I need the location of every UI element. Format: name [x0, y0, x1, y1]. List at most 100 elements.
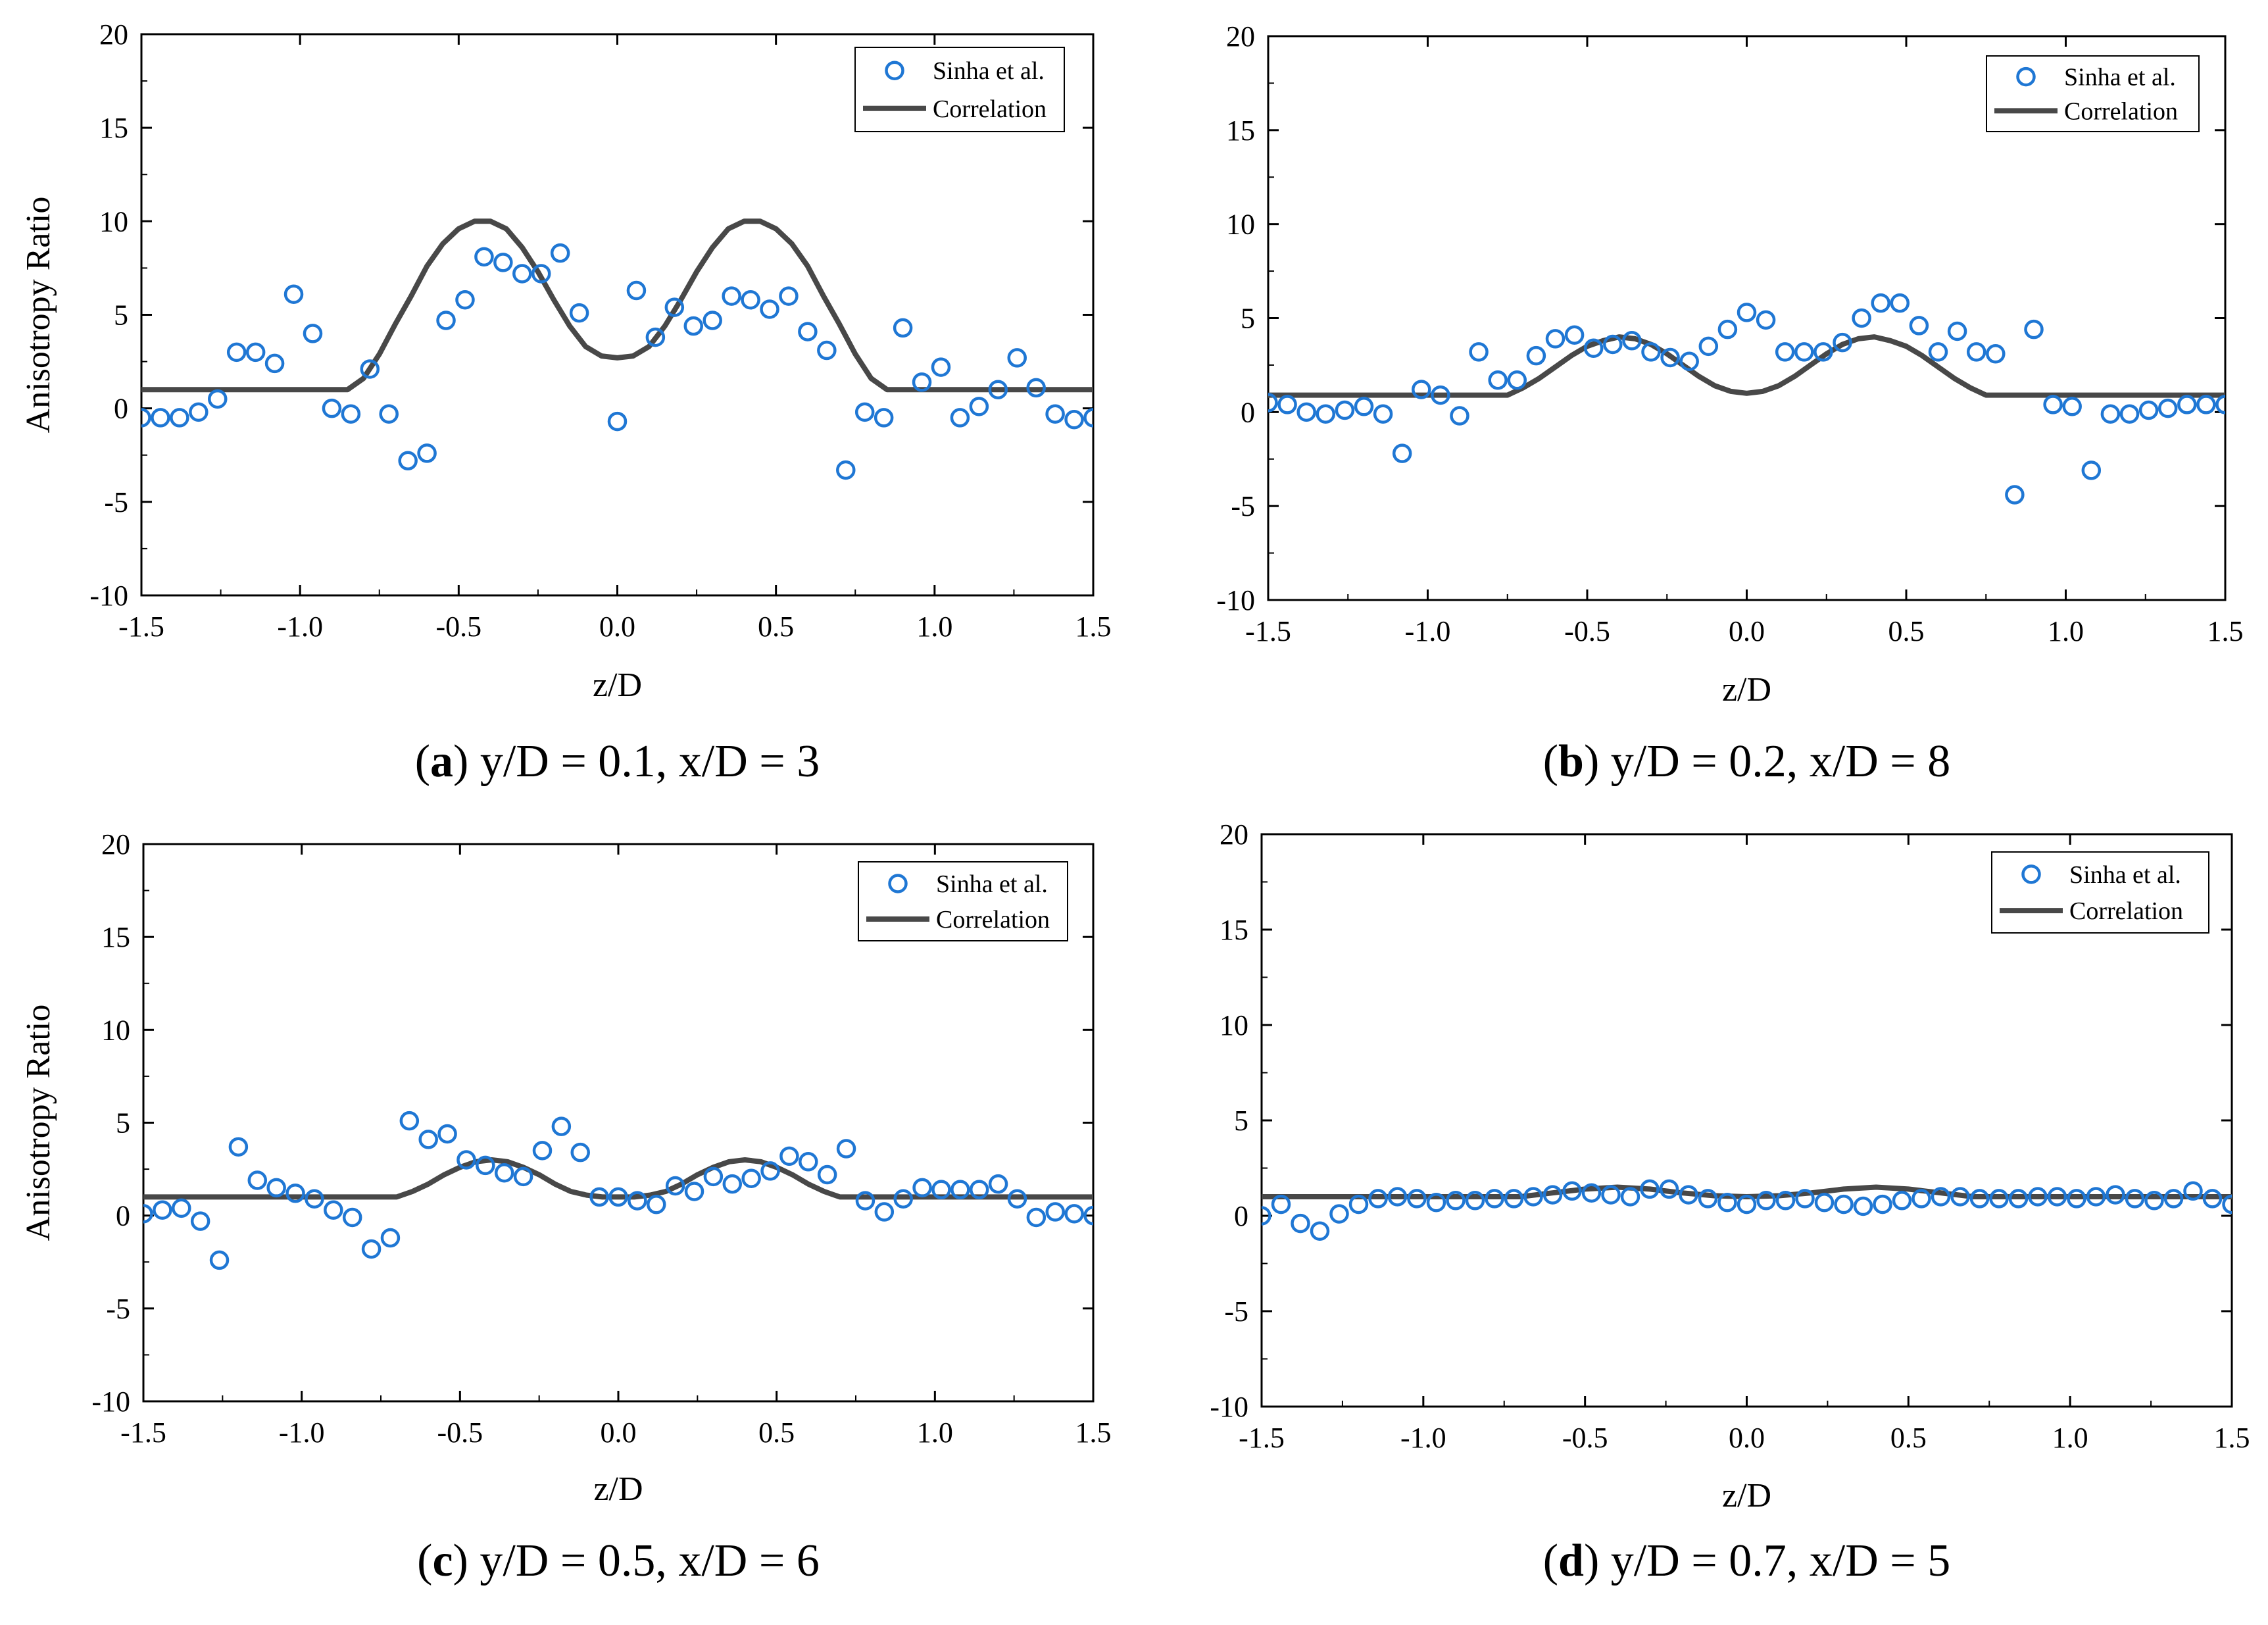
- data-point: [1928, 342, 1948, 362]
- x-tick-label: 1.5: [2207, 615, 2244, 647]
- data-point: [2086, 1187, 2106, 1207]
- caption-open-paren: (: [417, 1536, 432, 1586]
- data-point: [2067, 1189, 2086, 1209]
- data-point: [988, 1174, 1008, 1194]
- plot-area: [141, 218, 1093, 480]
- data-point: [741, 290, 760, 310]
- data-point: [2005, 485, 2025, 505]
- x-tick-label: 1.0: [2048, 615, 2084, 647]
- data-point: [1931, 1187, 1951, 1207]
- data-point: [190, 1211, 210, 1231]
- data-point: [418, 1130, 438, 1149]
- data-point: [1871, 293, 1890, 313]
- data-point: [1450, 406, 1469, 426]
- y-tick-label: -10: [89, 580, 128, 612]
- data-point: [2215, 395, 2225, 414]
- data-point: [1641, 342, 1661, 362]
- data-point: [1271, 1194, 1291, 1214]
- data-point: [2222, 1194, 2232, 1214]
- plot-area: [143, 1111, 1093, 1270]
- data-point: [456, 1150, 476, 1170]
- legend-label-sinha: Sinha et al.: [933, 57, 1045, 85]
- data-point: [1064, 409, 1084, 430]
- y-tick-label: 15: [1226, 114, 1255, 147]
- data-point: [607, 411, 628, 432]
- data-point: [1465, 1191, 1485, 1211]
- data-point: [1426, 1192, 1446, 1212]
- legend: Sinha et al. Correlation: [1991, 851, 2209, 934]
- data-point: [760, 1161, 780, 1181]
- legend-label-correlation: Correlation: [2064, 97, 2178, 125]
- data-point: [2125, 1189, 2145, 1209]
- data-point: [512, 264, 532, 284]
- data-point: [1368, 1189, 1388, 1209]
- x-tick-label: -1.5: [1245, 615, 1291, 647]
- data-point: [284, 284, 304, 304]
- data-point: [380, 1228, 401, 1248]
- x-tick-label: 0.5: [1888, 615, 1925, 647]
- data-point: [532, 1141, 553, 1161]
- data-point: [551, 1116, 572, 1136]
- data-point: [264, 353, 285, 374]
- legend-marker-icon: [2021, 864, 2041, 884]
- data-point: [1045, 404, 1065, 424]
- data-point: [2177, 395, 2197, 414]
- y-tick-label: -10: [1210, 1391, 1248, 1423]
- data-point: [1986, 344, 2006, 364]
- data-point: [1083, 1205, 1093, 1226]
- data-point: [1947, 321, 1967, 341]
- x-tick-label: -1.5: [118, 611, 164, 643]
- data-point: [798, 322, 818, 341]
- data-point: [1392, 443, 1412, 463]
- data-point: [1890, 293, 1910, 313]
- data-point: [1853, 1196, 1873, 1216]
- y-tick-label: 15: [101, 921, 130, 953]
- data-point: [1813, 342, 1833, 362]
- y-axis-label: Anisotropy Ratio: [20, 1005, 57, 1241]
- caption-open-paren: (: [1543, 736, 1558, 787]
- y-tick-label: 5: [1241, 303, 1255, 335]
- data-point: [628, 1191, 647, 1211]
- y-tick-label: -5: [106, 1293, 130, 1325]
- data-point: [476, 1155, 495, 1176]
- data-point: [931, 1180, 951, 1199]
- data-point: [722, 1174, 743, 1194]
- data-point: [1291, 1213, 1310, 1234]
- data-point: [494, 1162, 514, 1183]
- data-point: [342, 1207, 362, 1228]
- caption-close-paren: ): [453, 736, 480, 787]
- legend-label-correlation: Correlation: [936, 906, 1050, 934]
- x-axis-label: z/D: [593, 666, 642, 704]
- panel-caption: (c) y/D = 0.5, x/D = 6: [417, 1536, 820, 1586]
- data-point: [1488, 370, 1508, 390]
- data-point: [893, 1189, 913, 1209]
- data-point: [1412, 380, 1431, 399]
- y-tick-label: -10: [1216, 584, 1255, 616]
- data-point: [399, 1111, 420, 1131]
- data-point: [817, 1164, 837, 1185]
- data-point: [854, 402, 875, 422]
- caption-close-paren: ): [1584, 736, 1611, 787]
- y-tick-label: 15: [99, 112, 128, 144]
- data-point: [1007, 1189, 1027, 1209]
- data-point: [912, 372, 932, 392]
- data-point: [931, 357, 951, 377]
- x-tick-label: -1.5: [120, 1416, 166, 1449]
- data-point: [1262, 1206, 1271, 1226]
- data-point: [1852, 308, 1871, 328]
- data-point: [1911, 1189, 1931, 1209]
- data-point: [247, 1170, 268, 1190]
- data-point: [153, 1200, 172, 1220]
- y-tick-label: 20: [99, 18, 128, 51]
- data-point: [1526, 345, 1546, 366]
- data-point: [1523, 1187, 1543, 1207]
- data-point: [170, 408, 189, 428]
- caption-letter: b: [1558, 736, 1584, 787]
- data-point: [1504, 1189, 1524, 1209]
- data-point: [1698, 336, 1719, 357]
- legend-marker-icon: [885, 61, 904, 80]
- data-point: [684, 1182, 704, 1201]
- y-tick-label: -5: [104, 486, 128, 518]
- data-point: [912, 1178, 932, 1198]
- data-point: [1794, 342, 1814, 362]
